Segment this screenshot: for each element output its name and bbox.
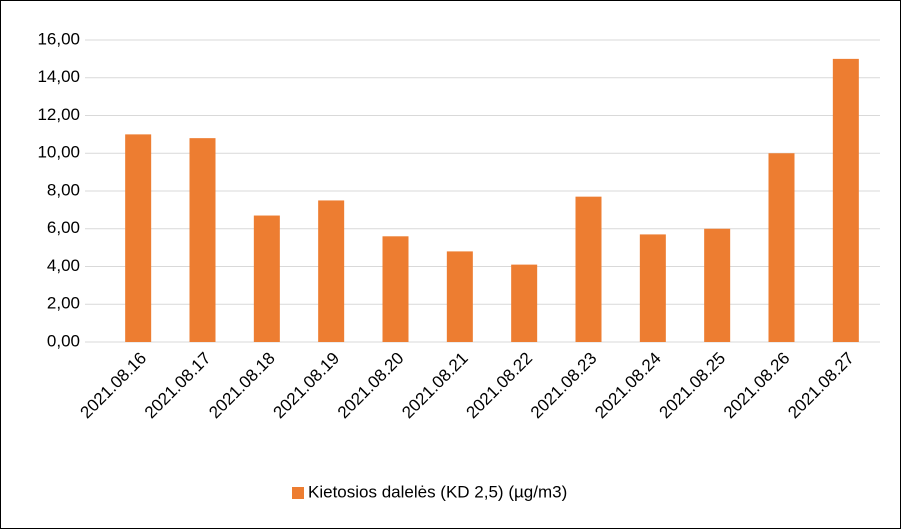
y-tick-label: 0,00 xyxy=(47,331,80,350)
y-tick-label: 10,00 xyxy=(37,143,80,162)
y-tick-label: 4,00 xyxy=(47,256,80,275)
bar xyxy=(768,153,795,342)
legend-swatch xyxy=(292,487,304,499)
legend-label: Kietosios dalelės (KD 2,5) (µg/m3) xyxy=(308,482,567,501)
bar xyxy=(253,215,280,342)
y-tick-label: 6,00 xyxy=(47,218,80,237)
y-tick-label: 16,00 xyxy=(37,29,80,48)
y-tick-label: 14,00 xyxy=(37,67,80,86)
bar xyxy=(318,200,345,342)
bar xyxy=(511,264,538,342)
bar xyxy=(575,196,602,342)
bar xyxy=(125,134,152,342)
bar xyxy=(832,58,859,342)
bar xyxy=(382,236,409,342)
y-tick-label: 2,00 xyxy=(47,294,80,313)
bar xyxy=(704,228,731,342)
bar xyxy=(446,251,473,342)
y-tick-label: 8,00 xyxy=(47,180,80,199)
bar xyxy=(189,138,216,342)
bar xyxy=(639,234,666,342)
y-tick-label: 12,00 xyxy=(37,105,80,124)
